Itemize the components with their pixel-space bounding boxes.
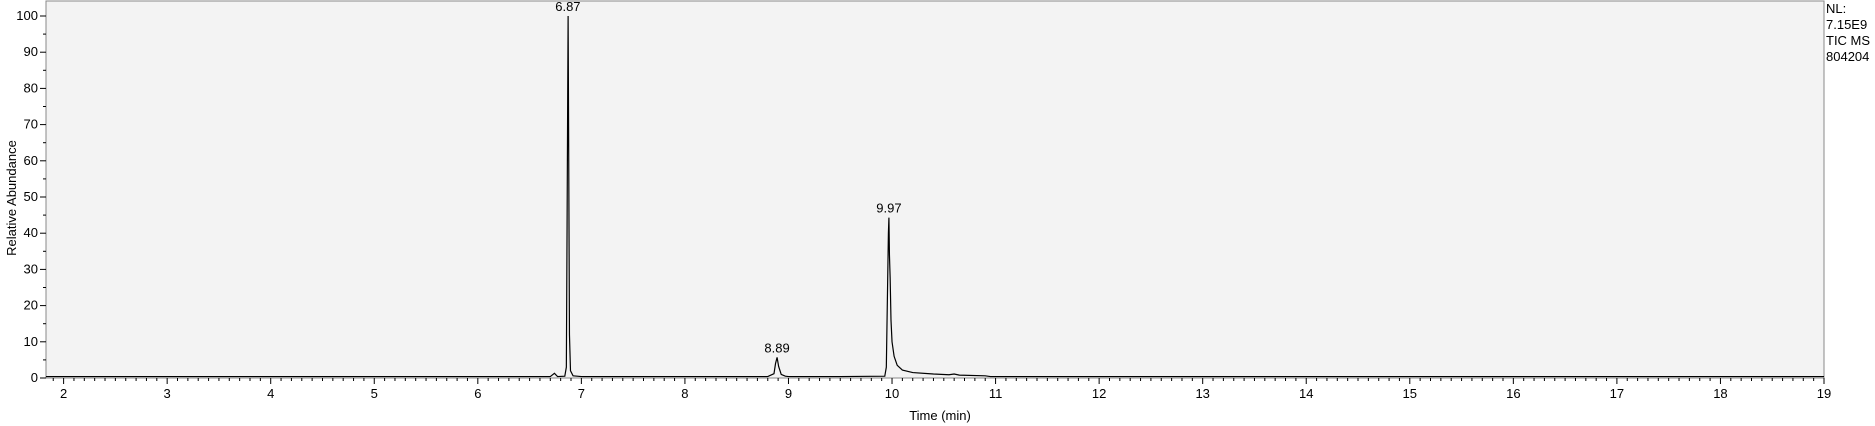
x-tick-label: 6	[474, 386, 481, 401]
x-axis: 2 3 4 5 6 7 8 9 10 11 12 13 14 15 16 17 18 19	[52, 378, 1831, 401]
x-tick-label: 4	[267, 386, 274, 401]
x-tick-label: 16	[1506, 386, 1520, 401]
y-tick-label: 70	[24, 117, 38, 132]
peak-label: 6.87	[555, 0, 580, 14]
y-tick-label: 30	[24, 261, 38, 276]
nl-label: NL:	[1826, 1, 1847, 16]
peak-labels: 6.87 8.89 9.97	[555, 0, 901, 355]
x-tick-label: 18	[1713, 386, 1727, 401]
y-tick-label: 80	[24, 80, 38, 95]
x-tick-label: 10	[885, 386, 899, 401]
y-tick-label: 60	[24, 153, 38, 168]
x-tick-label: 5	[371, 386, 378, 401]
x-tick-label: 14	[1299, 386, 1313, 401]
x-tick-label: 7	[578, 386, 585, 401]
x-tick-label: 8	[681, 386, 688, 401]
x-tick-label: 13	[1195, 386, 1209, 401]
file-id: 804204	[1826, 49, 1870, 64]
x-tick-label: 17	[1610, 386, 1624, 401]
y-tick-label: 40	[24, 225, 38, 240]
x-tick-label: 9	[785, 386, 792, 401]
x-tick-label: 19	[1817, 386, 1831, 401]
y-tick-label: 50	[24, 189, 38, 204]
y-axis: 0 10 20 30 40 50 60 70 80 90 100	[16, 8, 46, 385]
y-axis-label: Relative Abundance	[4, 140, 19, 256]
y-tick-label: 10	[24, 334, 38, 349]
y-tick-label: 20	[24, 298, 38, 313]
x-tick-label: 11	[989, 386, 1003, 401]
x-tick-label: 2	[60, 386, 67, 401]
nl-value: 7.15E9	[1826, 17, 1868, 32]
tic-trace	[46, 15, 1824, 378]
x-tick-label: 3	[164, 386, 171, 401]
plot-area	[45, 0, 1825, 379]
y-tick-label: 0	[31, 370, 38, 385]
trace-type: TIC MS	[1826, 33, 1871, 48]
y-tick-label: 100	[16, 8, 38, 23]
peak-label: 9.97	[876, 201, 901, 216]
x-axis-label: Time (min)	[909, 408, 971, 423]
y-tick-label: 90	[24, 44, 38, 59]
normalization-info: NL: 7.15E9 TIC MS 804204	[1826, 1, 1870, 65]
x-tick-label: 15	[1403, 386, 1417, 401]
peak-label: 8.89	[764, 340, 789, 355]
x-tick-label: 12	[1092, 386, 1106, 401]
